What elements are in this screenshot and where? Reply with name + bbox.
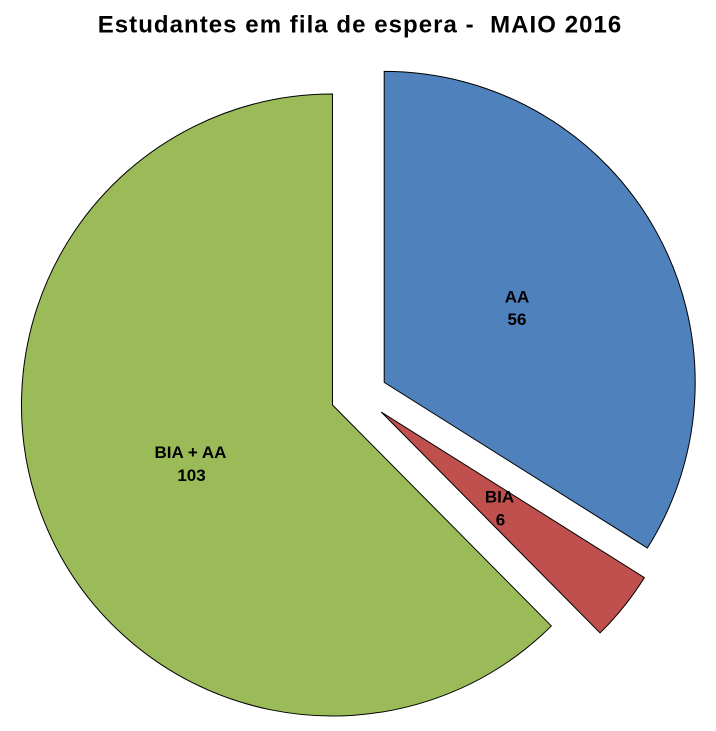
svg-text:AA: AA [505,288,530,307]
svg-text:Estudantes em fila de espera -: Estudantes em fila de espera - MAIO 2016 [98,12,623,39]
svg-text:103: 103 [177,466,205,485]
svg-text:BIA: BIA [485,488,514,507]
svg-text:BIA + AA: BIA + AA [155,443,227,462]
svg-text:56: 56 [508,310,527,329]
svg-text:6: 6 [496,510,505,529]
